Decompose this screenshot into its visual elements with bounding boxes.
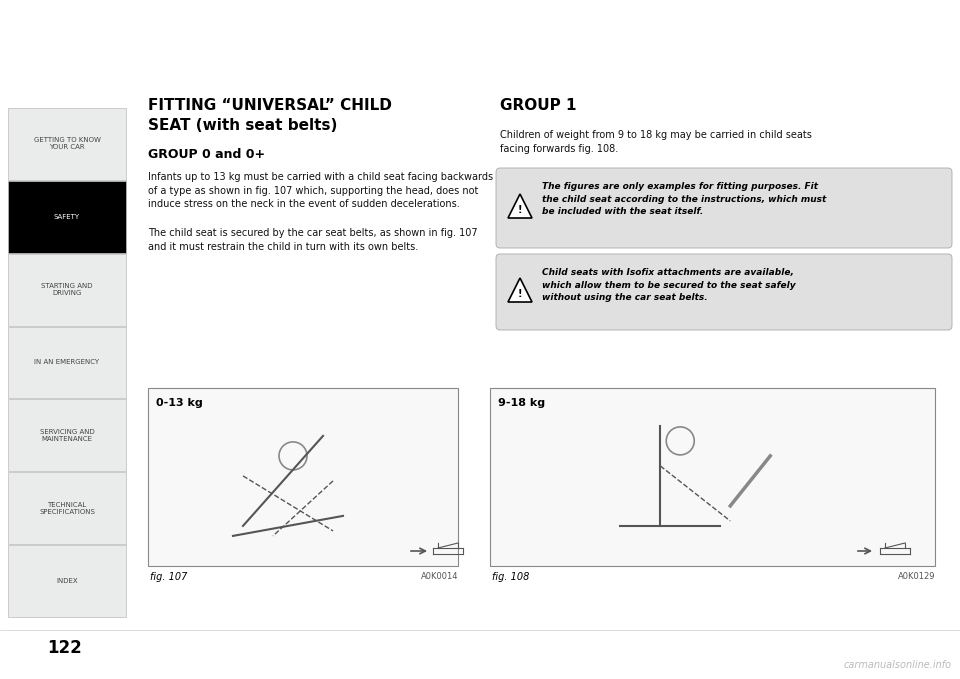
Text: GROUP 0 and 0+: GROUP 0 and 0+	[148, 148, 265, 161]
Text: fig. 108: fig. 108	[492, 572, 529, 582]
FancyBboxPatch shape	[496, 254, 952, 330]
FancyBboxPatch shape	[490, 388, 935, 566]
Polygon shape	[508, 194, 532, 218]
Text: Child seats with Isofix attachments are available,
which allow them to be secure: Child seats with Isofix attachments are …	[542, 268, 796, 302]
Polygon shape	[508, 278, 532, 302]
FancyBboxPatch shape	[148, 388, 458, 566]
Text: GETTING TO KNOW
YOUR CAR: GETTING TO KNOW YOUR CAR	[34, 137, 101, 151]
Text: A0K0014: A0K0014	[420, 572, 458, 581]
FancyBboxPatch shape	[8, 399, 126, 471]
Text: IN AN EMERGENCY: IN AN EMERGENCY	[35, 359, 100, 365]
Text: 122: 122	[48, 639, 83, 657]
FancyBboxPatch shape	[8, 181, 126, 253]
Text: !: !	[517, 205, 522, 215]
Text: carmanualsonline.info: carmanualsonline.info	[844, 660, 952, 670]
Text: The figures are only examples for fitting purposes. Fit
the child seat according: The figures are only examples for fittin…	[542, 182, 827, 216]
Text: SEAT (with seat belts): SEAT (with seat belts)	[148, 118, 337, 133]
Text: TECHNICAL
SPECIFICATIONS: TECHNICAL SPECIFICATIONS	[39, 502, 95, 515]
Text: FITTING “UNIVERSAL” CHILD: FITTING “UNIVERSAL” CHILD	[148, 98, 392, 113]
Text: The child seat is secured by the car seat belts, as shown in fig. 107
and it mus: The child seat is secured by the car sea…	[148, 228, 478, 252]
Text: STARTING AND
DRIVING: STARTING AND DRIVING	[41, 283, 93, 296]
FancyBboxPatch shape	[8, 254, 126, 325]
FancyBboxPatch shape	[8, 545, 126, 617]
Text: A0K0129: A0K0129	[898, 572, 935, 581]
FancyBboxPatch shape	[8, 108, 126, 180]
Text: SERVICING AND
MAINTENANCE: SERVICING AND MAINTENANCE	[39, 429, 94, 442]
Text: fig. 107: fig. 107	[150, 572, 187, 582]
Text: Children of weight from 9 to 18 kg may be carried in child seats
facing forwards: Children of weight from 9 to 18 kg may b…	[500, 130, 812, 153]
FancyBboxPatch shape	[8, 473, 126, 544]
FancyBboxPatch shape	[496, 168, 952, 248]
Text: SAFETY: SAFETY	[54, 214, 80, 220]
Text: GROUP 1: GROUP 1	[500, 98, 577, 113]
Text: !: !	[517, 289, 522, 299]
Text: Infants up to 13 kg must be carried with a child seat facing backwards
of a type: Infants up to 13 kg must be carried with…	[148, 172, 493, 209]
Text: 0-13 kg: 0-13 kg	[156, 398, 203, 408]
FancyBboxPatch shape	[8, 327, 126, 399]
Text: 9-18 kg: 9-18 kg	[498, 398, 545, 408]
Text: INDEX: INDEX	[57, 578, 78, 584]
